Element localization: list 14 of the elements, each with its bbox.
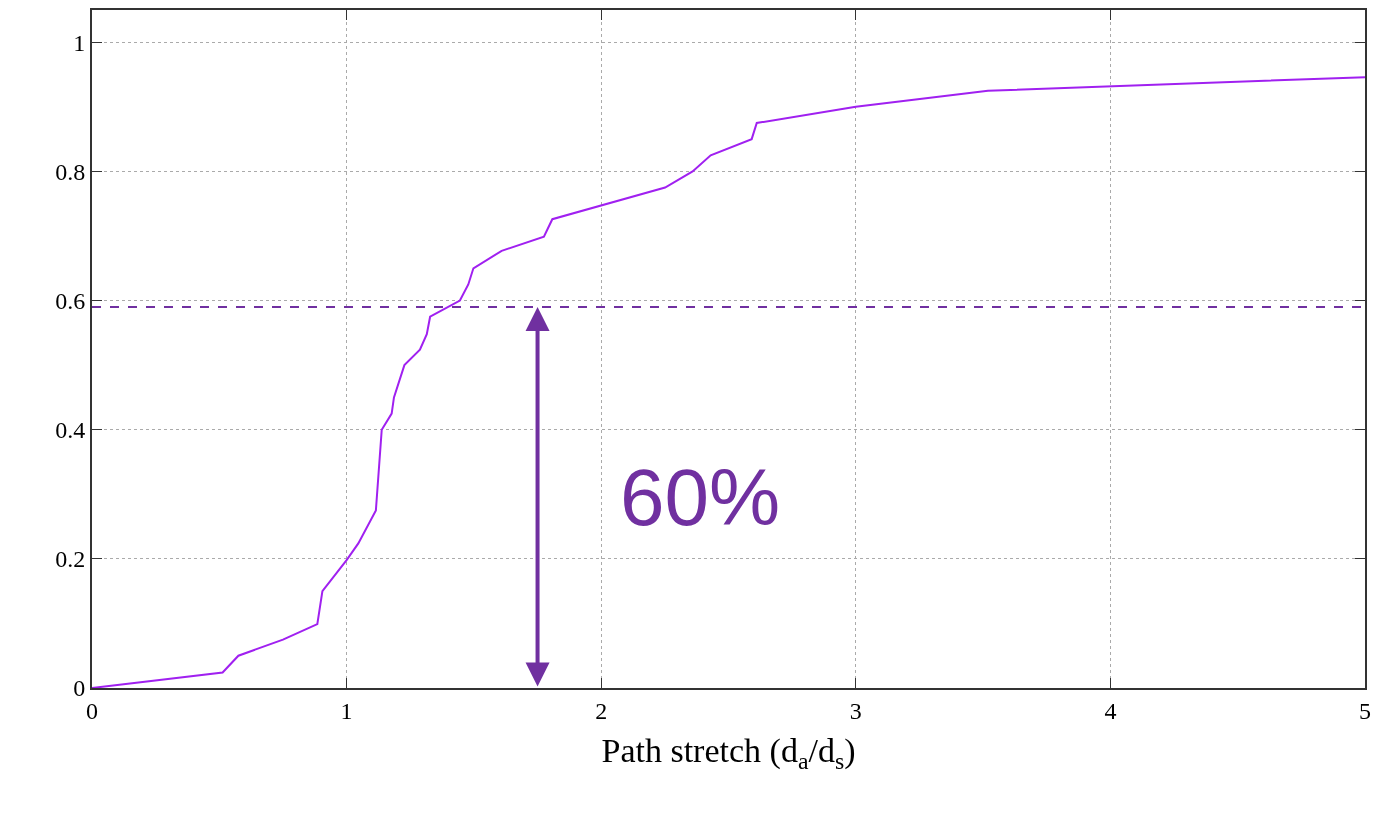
annotation: 60%: [620, 453, 781, 542]
y-tick-label: 0.6: [55, 287, 86, 314]
x-tick-label: 4: [1104, 697, 1117, 724]
y-tick-label: 1: [73, 29, 86, 56]
x-tick-label: 3: [849, 697, 862, 724]
y-tick-label: 0.2: [55, 546, 86, 573]
x-tick-label: 2: [595, 697, 608, 724]
y-tick-label: 0: [73, 675, 86, 702]
x-tick-label: 1: [340, 697, 353, 724]
y-tick-label: 0.8: [55, 158, 86, 185]
y-tick-label: 0.4: [55, 417, 86, 444]
x-axis-title: Path stretch (d$_{a}$/d$_{s}$): [601, 731, 856, 774]
x-tick-label: 5: [1359, 697, 1371, 724]
line-series: [92, 76, 1365, 688]
